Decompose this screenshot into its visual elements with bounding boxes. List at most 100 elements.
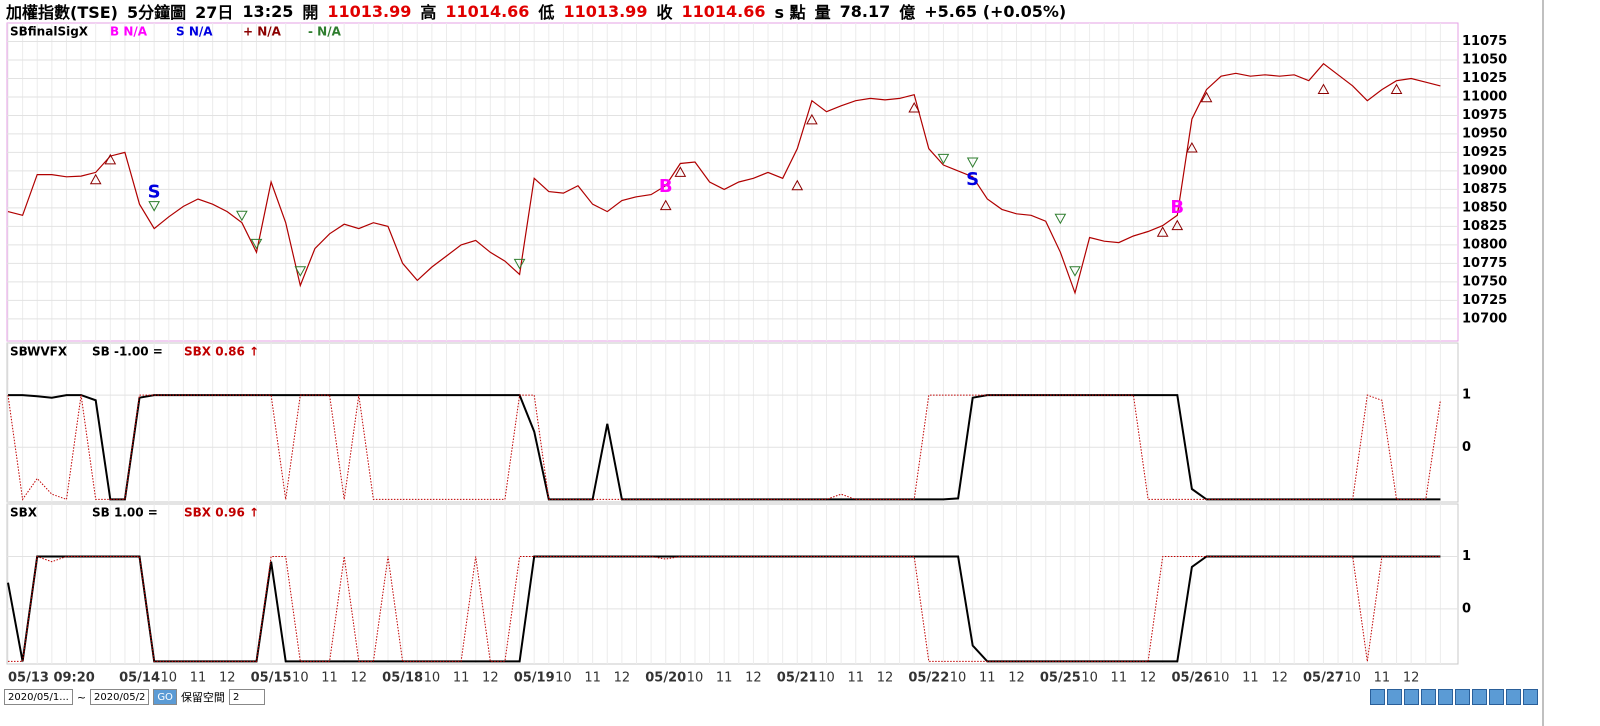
- y-tick-label: 11050: [1462, 52, 1507, 67]
- y-tick-label: 0: [1462, 440, 1471, 455]
- indicator-line: [8, 555, 1441, 662]
- tool-button[interactable]: [1387, 689, 1402, 705]
- header-item: 13:25: [242, 1, 294, 21]
- x-tick-label: 10: [292, 671, 309, 686]
- quote-header: 加權指數(TSE) 5分鐘圖 27日 13:25 開 11013.99 高 11014.66 低…: [6, 0, 1067, 23]
- x-tick-label: 12: [1140, 671, 1157, 686]
- y-tick-label: 0: [1462, 601, 1471, 616]
- x-tick-label: 12: [614, 671, 631, 686]
- buy-triangle: [674, 166, 687, 177]
- buy-triangle: [908, 102, 921, 113]
- header-item: 11013.99: [327, 1, 412, 21]
- header-item: 78.17: [839, 1, 891, 21]
- space-label: 保留空間: [180, 691, 225, 704]
- x-tick-label: 12: [877, 671, 894, 686]
- sell-triangle: [937, 153, 950, 165]
- panel: [6, 342, 1459, 503]
- y-tick-label: 1: [1462, 549, 1471, 564]
- y-tick-label: 11075: [1462, 34, 1507, 49]
- header-item: 量: [814, 3, 831, 22]
- x-tick-label: 05/27: [1303, 671, 1344, 686]
- buy-triangle: [1390, 83, 1403, 95]
- buy-triangle: [791, 179, 804, 191]
- date-from[interactable]: 2020/05/1...: [4, 689, 73, 705]
- x-tick-label: 11: [847, 671, 864, 686]
- y-tick-label: 10775: [1462, 256, 1507, 271]
- x-tick-label: 11: [321, 671, 338, 686]
- tool-button[interactable]: [1523, 689, 1538, 705]
- header-item: 開: [302, 3, 319, 22]
- x-tick-label: 11: [1242, 671, 1259, 686]
- y-tick-label: 10950: [1462, 126, 1507, 141]
- header-item: 27日: [195, 3, 234, 22]
- tool-button[interactable]: [1370, 689, 1385, 705]
- signal-letter: B: [659, 176, 673, 197]
- x-tick-label: 10: [687, 671, 704, 686]
- buy-triangle: [89, 173, 102, 185]
- sell-triangle: [1054, 213, 1067, 225]
- tool-button[interactable]: [1438, 689, 1453, 705]
- sell-triangle: [513, 258, 526, 270]
- y-tick-label: 11025: [1462, 71, 1507, 86]
- header-item: 加權指數(TSE): [6, 3, 118, 22]
- y-tick-label: 10975: [1462, 108, 1507, 123]
- x-tick-label: 11: [190, 671, 207, 686]
- sell-triangle: [236, 210, 248, 222]
- x-tick-label: 10: [950, 671, 967, 686]
- x-tick-label: 05/20: [645, 671, 686, 686]
- tool-button[interactable]: [1421, 689, 1436, 705]
- x-tick-label: 12: [351, 671, 368, 686]
- tool-button[interactable]: [1455, 689, 1470, 705]
- y-tick-label: 10900: [1462, 163, 1507, 178]
- x-tick-label: 12: [1403, 671, 1420, 686]
- y-tick-label: 10825: [1462, 219, 1507, 234]
- legend-entry: SB 1.00 =: [92, 506, 158, 520]
- x-tick-label: 05/14: [119, 671, 160, 686]
- signal-letter: S: [148, 181, 161, 202]
- x-tick-label: 05/15: [251, 671, 292, 686]
- space-input[interactable]: 2: [228, 689, 265, 705]
- buy-triangle: [659, 199, 672, 211]
- x-tick-label: 10: [424, 671, 441, 686]
- x-tick-label: 05/13 09:20: [8, 671, 95, 686]
- window-edge: [1542, 0, 1600, 726]
- signal-letter: S: [966, 169, 979, 190]
- sell-triangle: [1069, 266, 1081, 277]
- panel-title: SBWVFX: [10, 345, 68, 359]
- x-tick-label: 11: [1111, 671, 1128, 686]
- sell-triangle: [148, 201, 161, 212]
- date-to[interactable]: 2020/05/2: [90, 689, 150, 705]
- buy-triangle: [806, 113, 818, 125]
- tool-button[interactable]: [1489, 689, 1504, 705]
- x-tick-label: 10: [555, 671, 572, 686]
- buy-triangle: [1186, 141, 1198, 153]
- tool-button[interactable]: [1506, 689, 1521, 705]
- x-tick-label: 10: [1344, 671, 1361, 686]
- price-line: [7, 62, 1441, 295]
- legend-entry: + N/A: [243, 25, 282, 39]
- panel-title: SBfinalSigX: [10, 25, 89, 39]
- panel-title: SBX: [10, 506, 38, 520]
- x-tick-label: 11: [1374, 671, 1391, 686]
- tool-button[interactable]: [1404, 689, 1419, 705]
- y-tick-label: 10850: [1462, 200, 1507, 215]
- tool-button[interactable]: [1472, 689, 1487, 705]
- date-sep: ~: [76, 690, 87, 704]
- x-tick-label: 12: [482, 671, 499, 686]
- y-tick-label: 10925: [1462, 145, 1507, 160]
- x-tick-label: 12: [219, 671, 236, 686]
- header-item: 低: [538, 3, 555, 22]
- x-tick-label: 05/25: [1040, 671, 1081, 686]
- header-item: 收: [656, 3, 673, 22]
- legend-entry: SBX 0.96 ↑: [184, 506, 259, 520]
- go-button[interactable]: GO: [153, 689, 177, 705]
- header-item: +5.65 (+0.05%): [924, 1, 1067, 21]
- legend-entry: S N/A: [176, 25, 213, 39]
- buy-triangle: [104, 153, 117, 165]
- y-tick-label: 10750: [1462, 274, 1507, 289]
- y-tick-label: 10700: [1462, 311, 1507, 326]
- x-tick-label: 10: [1081, 671, 1098, 686]
- y-tick-label: 11000: [1462, 89, 1507, 104]
- x-tick-label: 05/18: [382, 671, 423, 686]
- toolbar: 2020/05/1... ~ 2020/05/2 GO 保留空間 2: [4, 688, 265, 706]
